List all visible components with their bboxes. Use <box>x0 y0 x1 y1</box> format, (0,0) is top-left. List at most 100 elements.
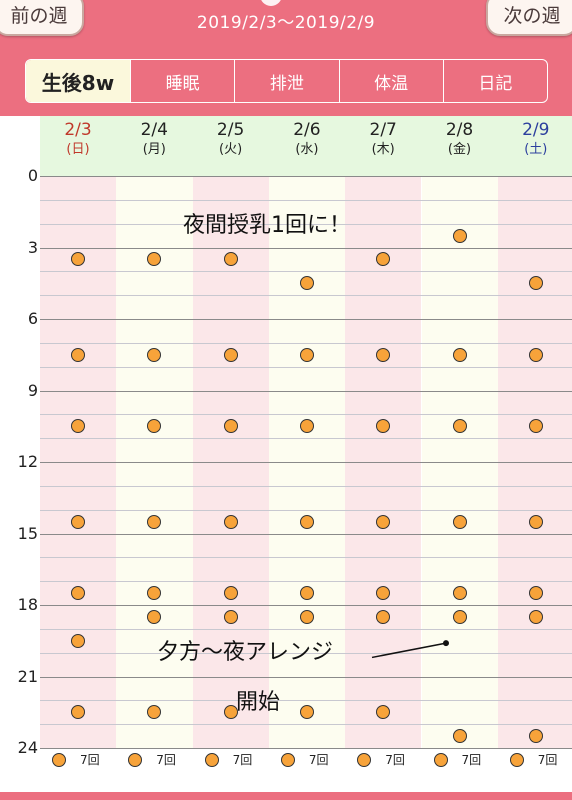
header-bar: 前の週 2019/2/3〜2019/2/9 次の週 生後8w 睡眠 排泄 体温 … <box>0 0 572 116</box>
count-dot-icon <box>52 752 66 767</box>
feeding-dot[interactable] <box>376 347 391 362</box>
count-dot-icon <box>433 752 448 767</box>
minor-gridline <box>40 342 572 344</box>
annotation-pointer-line <box>371 642 447 659</box>
day-weekday: (月) <box>142 142 166 157</box>
daily-count-text: 7回 <box>156 753 176 767</box>
feeding-dot[interactable] <box>223 347 238 362</box>
daily-count: 7回 <box>280 751 329 768</box>
minor-gridline <box>40 509 572 511</box>
major-gridline <box>40 390 572 392</box>
feeding-dot[interactable] <box>300 276 315 291</box>
tab-sleep[interactable]: 睡眠 <box>130 60 234 102</box>
day-label: 2/8 (金) <box>422 120 498 160</box>
minor-gridline <box>40 557 572 559</box>
feeding-dot[interactable] <box>376 586 391 601</box>
day-date: 2/5 <box>216 120 245 140</box>
feeding-dot[interactable] <box>71 633 86 648</box>
major-gridline <box>40 676 572 678</box>
daily-count-text: 7回 <box>537 753 558 767</box>
daily-count-text: 7回 <box>80 753 100 767</box>
y-axis-label: 6 <box>27 309 38 328</box>
feeding-dot[interactable] <box>147 609 162 624</box>
count-dot-icon <box>509 752 524 767</box>
feeding-dot[interactable] <box>223 514 238 529</box>
feeding-dot[interactable] <box>452 228 467 243</box>
next-week-button[interactable]: 次の週 <box>486 0 572 36</box>
feeding-dot[interactable] <box>300 347 315 362</box>
prev-week-button[interactable]: 前の週 <box>0 0 84 36</box>
day-label: 2/5 (火) <box>193 120 269 160</box>
feeding-dot[interactable] <box>376 514 391 529</box>
annotation-night-feeding: 夜間授乳1回に！ <box>183 213 351 239</box>
daily-count-text: 7回 <box>232 753 253 767</box>
feeding-dot[interactable] <box>300 514 315 529</box>
annotation-pointer <box>371 640 449 659</box>
feeding-dot[interactable] <box>223 419 238 434</box>
daily-count: 7回 <box>509 751 558 768</box>
daily-count: 7回 <box>128 751 176 768</box>
feeding-dot[interactable] <box>147 419 162 434</box>
day-date: 2/9 <box>522 120 550 140</box>
feeding-dot[interactable] <box>528 586 543 601</box>
feeding-dot[interactable] <box>528 347 543 362</box>
feeding-dot[interactable] <box>376 705 391 720</box>
tab-feeding-label: 生後8w <box>41 70 115 95</box>
y-axis-label: 9 <box>27 380 38 400</box>
feeding-dot[interactable] <box>528 276 543 291</box>
feeding-dot[interactable] <box>147 586 162 601</box>
feeding-dot[interactable] <box>528 514 543 529</box>
y-axis-label: 21 <box>17 666 38 686</box>
major-gridline <box>40 462 572 463</box>
feeding-dot[interactable] <box>300 705 315 720</box>
tab-diary[interactable]: 日記 <box>442 60 547 102</box>
feeding-dot[interactable] <box>223 609 238 624</box>
feeding-dot[interactable] <box>452 514 467 529</box>
feeding-dot[interactable] <box>376 252 391 267</box>
count-dot-icon <box>204 752 219 767</box>
feeding-dot[interactable] <box>376 419 391 434</box>
date-range: 2019/2/3〜2019/2/9 <box>196 13 376 33</box>
feeding-dot[interactable] <box>71 586 86 601</box>
feeding-dot[interactable] <box>71 514 86 529</box>
day-weekday: (日) <box>66 142 90 157</box>
feeding-dot[interactable] <box>528 729 543 744</box>
feeding-dot[interactable] <box>223 705 238 720</box>
feeding-dot[interactable] <box>71 347 86 362</box>
feeding-dot[interactable] <box>223 586 238 601</box>
tab-bar: 生後8w 睡眠 排泄 体温 日記 <box>25 59 548 103</box>
feeding-dot[interactable] <box>376 609 391 624</box>
feeding-dot[interactable] <box>71 419 86 434</box>
feeding-dot[interactable] <box>147 705 162 720</box>
count-dot-icon <box>280 752 295 767</box>
minor-gridline <box>40 199 572 201</box>
feeding-dot[interactable] <box>300 609 315 624</box>
tab-excretion[interactable]: 排泄 <box>234 60 338 102</box>
tab-temperature[interactable]: 体温 <box>338 60 443 102</box>
feeding-dot[interactable] <box>452 347 467 362</box>
tab-feeding[interactable]: 生後8w <box>26 60 130 102</box>
feeding-dot[interactable] <box>147 514 162 529</box>
minor-gridline <box>40 652 572 654</box>
feeding-dot[interactable] <box>528 609 543 624</box>
feeding-dot[interactable] <box>147 252 162 267</box>
feeding-dot[interactable] <box>452 419 467 434</box>
day-date: 2/6 <box>293 120 321 140</box>
day-weekday: (土) <box>524 142 548 157</box>
daily-count: 7回 <box>204 751 253 768</box>
feeding-dot[interactable] <box>223 252 238 267</box>
feeding-dot[interactable] <box>147 347 162 362</box>
feeding-dot[interactable] <box>452 609 467 624</box>
major-gridline <box>40 605 572 606</box>
feeding-dot[interactable] <box>528 419 543 434</box>
day-weekday: (金) <box>447 142 472 157</box>
feeding-dot[interactable] <box>71 252 86 267</box>
feeding-dot[interactable] <box>71 705 86 720</box>
minor-gridline <box>40 295 572 297</box>
feeding-dot[interactable] <box>300 586 315 601</box>
minor-gridline <box>40 271 572 273</box>
feeding-dot[interactable] <box>300 419 315 434</box>
feeding-dot[interactable] <box>452 586 467 601</box>
feeding-dot[interactable] <box>452 729 467 744</box>
day-date: 2/7 <box>369 120 397 140</box>
